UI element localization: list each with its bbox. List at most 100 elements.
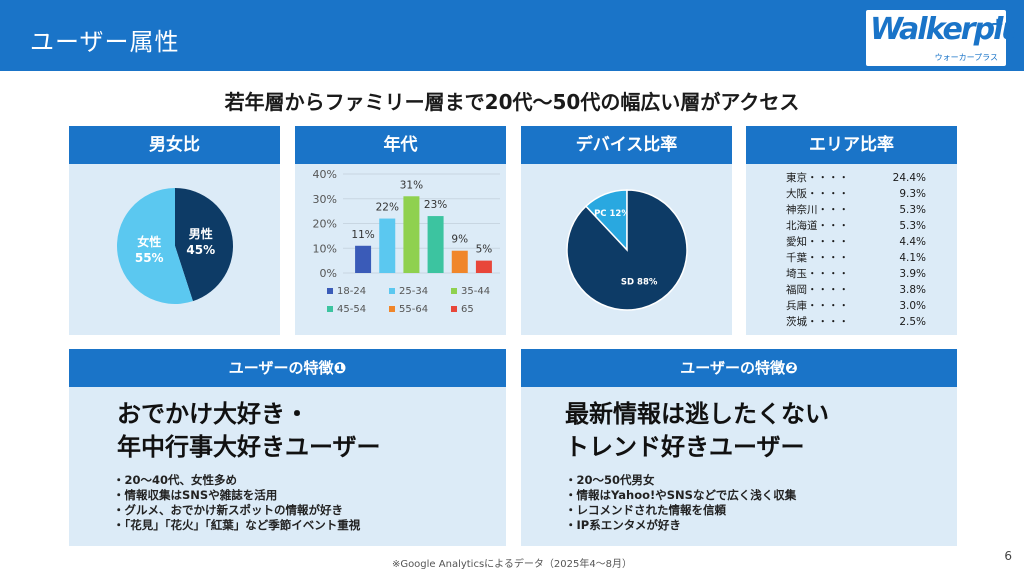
list-item: ・20～40代、女性多め — [113, 473, 238, 487]
list-item: ・グルメ、おでかけ新スポットの情報が好き — [113, 503, 343, 517]
area-value: 5.3% — [899, 204, 926, 216]
top-bar: ユーザー属性 Walkerplus + ウォーカープラス — [0, 0, 1024, 71]
area-name: 神奈川・・・ — [786, 204, 849, 216]
feature2-panel: ユーザーの特徴❷ 最新情報は逃したくない トレンド好きユーザー ・20～50代男… — [521, 349, 957, 546]
bar-value-label: 11% — [351, 229, 374, 241]
area-value: 24.4% — [892, 172, 926, 184]
feature1-heading-line1: おでかけ大好き・ — [117, 400, 309, 428]
feature1-title: ユーザーの特徴❶ — [69, 349, 506, 387]
footnote: ※Google Analyticsによるデータ（2025年4～8月） — [391, 559, 633, 570]
area-name: 千葉・・・・ — [786, 252, 849, 264]
legend-swatch — [327, 288, 333, 294]
area-value: 2.5% — [899, 316, 926, 328]
area-name: 北海道・・・ — [786, 220, 849, 232]
area-value: 4.4% — [899, 236, 926, 248]
y-tick-label: 40% — [313, 168, 337, 181]
area-row: 茨城・・・・ 2.5% — [786, 314, 926, 330]
area-name: 東京・・・・ — [786, 172, 849, 184]
device-panel: デバイス比率 PC 12% SD 88% — [521, 126, 732, 335]
pie-label: SD 88% — [621, 278, 658, 288]
bar-value-label: 9% — [451, 234, 468, 246]
area-value: 3.9% — [899, 268, 926, 280]
area-value: 5.3% — [899, 220, 926, 232]
pie-slice-男性 — [175, 188, 234, 302]
feature2-heading-line2: トレンド好きユーザー — [565, 433, 805, 461]
pie-label: PC 12% — [594, 209, 630, 219]
feature1-list: ・20～40代、女性多め ・情報収集はSNSや雑誌を活用 ・グルメ、おでかけ新ス… — [113, 473, 360, 533]
area-row: 大阪・・・・ 9.3% — [786, 186, 926, 202]
feature2-title: ユーザーの特徴❷ — [521, 349, 957, 387]
area-row: 福岡・・・・ 3.8% — [786, 282, 926, 298]
area-name: 愛知・・・・ — [786, 236, 849, 248]
legend-label: 65 — [461, 304, 474, 315]
area-name: 埼玉・・・・ — [786, 268, 849, 280]
feature2-heading-line1: 最新情報は逃したくない — [565, 400, 829, 428]
feature2-list: ・20～50代男女 ・情報はYahoo!やSNSなどで広く浅く収集 ・レコメンド… — [565, 473, 796, 533]
y-tick-label: 0% — [320, 267, 337, 280]
bar-value-label: 31% — [400, 179, 423, 191]
page-title: ユーザー属性 — [30, 28, 180, 56]
area-name: 兵庫・・・・ — [786, 300, 849, 312]
bar-value-label: 23% — [424, 199, 447, 211]
feature1-heading-line2: 年中行事大好きユーザー — [117, 433, 381, 461]
pie-slice-女性 — [117, 188, 193, 304]
bar-18-24 — [355, 245, 372, 273]
gender-pie-chart: 男性 45% 女性 55% — [117, 188, 234, 304]
area-value: 3.0% — [899, 300, 926, 312]
legend-label: 55-64 — [399, 304, 428, 315]
gender-panel: 男女比 男性 45% 女性 55% — [69, 126, 280, 335]
feature1-heading: おでかけ大好き・ 年中行事大好きユーザー — [117, 398, 381, 464]
legend-label: 35-44 — [461, 286, 490, 297]
logo-text: Walkerplus — [870, 12, 1024, 47]
area-row: 愛知・・・・ 4.4% — [786, 234, 926, 250]
headline: 若年層からファミリー層まで20代～50代の幅広い層がアクセス — [224, 90, 800, 114]
area-value: 4.1% — [899, 252, 926, 264]
area-value: 9.3% — [899, 188, 926, 200]
area-row: 北海道・・・ 5.3% — [786, 218, 926, 234]
area-name: 福岡・・・・ — [786, 284, 849, 296]
legend-swatch — [451, 288, 457, 294]
list-item: ・レコメンドされた情報を信頼 — [565, 503, 726, 517]
bar-value-label: 5% — [476, 244, 493, 256]
list-item: ・20～50代男女 — [565, 473, 655, 487]
area-name: 茨城・・・・ — [786, 316, 849, 328]
legend-swatch — [389, 288, 395, 294]
y-tick-label: 30% — [313, 193, 337, 206]
area-panel: エリア比率 東京・・・・ 24.4% 大阪・・・・ 9.3% 神奈川・・・ 5.3% 北海道… — [746, 126, 957, 335]
age-panel: 年代 0% 10% 20% 30% 40% 11% 22% 31% 23% 9% 5% 18-24 25… — [295, 126, 506, 335]
logo-plus-icon: + — [990, 14, 1004, 33]
bar-value-label: 22% — [376, 202, 399, 214]
walkerplus-logo: Walkerplus + ウォーカープラス — [866, 10, 1024, 66]
list-item: ・情報はYahoo!やSNSなどで広く浅く収集 — [565, 488, 797, 502]
area-row: 兵庫・・・・ 3.0% — [786, 298, 926, 314]
page-number: 6 — [1004, 549, 1012, 563]
area-row: 神奈川・・・ 5.3% — [786, 202, 926, 218]
area-panel-title: エリア比率 — [746, 126, 957, 164]
pie-slice-SD — [566, 189, 688, 311]
y-tick-label: 20% — [313, 218, 337, 231]
pie-label: 女性 — [137, 234, 161, 249]
age-bar-chart: 0% 10% 20% 30% 40% 11% 22%31%23% 9% 5% 18-24 25-34… — [313, 168, 500, 315]
legend-label: 25-34 — [399, 286, 428, 297]
area-row: 東京・・・・ 24.4% — [786, 170, 926, 186]
bar-55-64 — [451, 250, 468, 273]
bar-25-34 — [379, 218, 396, 273]
bar-65 — [475, 260, 492, 273]
area-table: 東京・・・・ 24.4% 大阪・・・・ 9.3% 神奈川・・・ 5.3% 北海道・・・ 5.3… — [786, 170, 926, 330]
area-value: 3.8% — [899, 284, 926, 296]
legend-swatch — [451, 306, 457, 312]
legend-label: 18-24 — [337, 286, 366, 297]
list-item: ・「花見」「花火」「紅葉」など季節イベント重視 — [113, 518, 361, 532]
pie-label: 55% — [135, 251, 164, 265]
area-row: 千葉・・・・ 4.1% — [786, 250, 926, 266]
legend-swatch — [389, 306, 395, 312]
bar-35-44 — [403, 196, 420, 273]
device-pie-chart: PC 12% SD 88% — [566, 189, 688, 311]
legend-label: 45-54 — [337, 304, 366, 315]
age-panel-title: 年代 — [295, 126, 506, 164]
logo-subtext: ウォーカープラス — [934, 53, 998, 62]
bar-45-54 — [427, 216, 444, 273]
area-row: 埼玉・・・・ 3.9% — [786, 266, 926, 282]
feature1-panel: ユーザーの特徴❶ おでかけ大好き・ 年中行事大好きユーザー ・20～40代、女性… — [69, 349, 506, 546]
device-panel-title: デバイス比率 — [521, 126, 732, 164]
